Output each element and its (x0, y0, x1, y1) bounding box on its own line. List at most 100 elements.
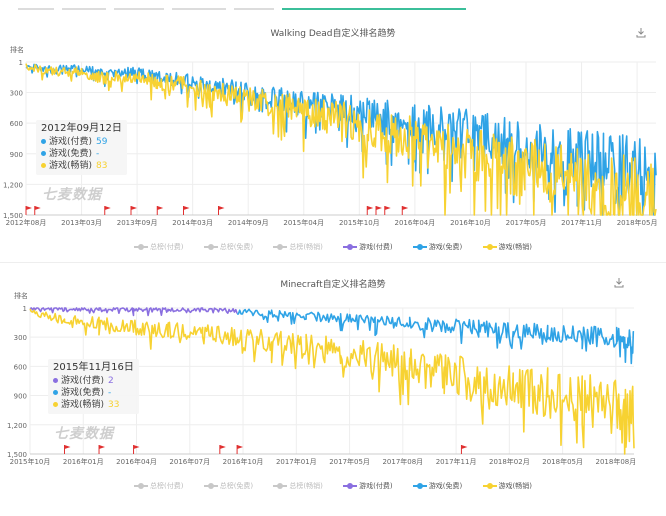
tooltip-value: 33 (108, 400, 120, 410)
flag-icon (98, 445, 106, 454)
x-tick-label: 2018年05月 (542, 457, 583, 466)
y-tick-label: 600 (14, 363, 27, 371)
tooltip-label: 游戏(畅销) (61, 400, 105, 410)
flag-icon (64, 445, 71, 454)
tooltip-label: 游戏(免费) (61, 388, 105, 398)
x-tick-label: 2016年10月 (450, 218, 491, 227)
y-axis-label: 排名 (14, 291, 28, 300)
tooltip-value: - (96, 149, 100, 159)
legend-label: 游戏(畅销) (498, 482, 532, 490)
x-tick-label: 2016年04月 (395, 218, 436, 227)
tab-4[interactable] (172, 8, 226, 10)
tooltip-row-free: 游戏(免费) - (53, 387, 134, 399)
legend-label: 游戏(付费) (359, 482, 393, 490)
flag-icon (375, 206, 382, 215)
chart-title: Walking Dead自定义排名趋势 (270, 29, 396, 39)
legend-item[interactable]: 总榜(免费) (203, 242, 253, 252)
y-axis-label: 排名 (10, 45, 24, 54)
chart-tooltip: 2012年09月12日 游戏(付费) 59 游戏(免费) - 游戏(畅销) 83 (36, 120, 127, 175)
legend-item[interactable]: 游戏(畅销) (482, 481, 532, 491)
flag-icon (218, 206, 225, 215)
series-dot (53, 390, 58, 395)
chart-legend: 总榜(付费) 总榜(免费) 总榜(畅销) 游戏(付费) 游戏(免费) 游戏(畅销… (0, 242, 666, 252)
legend-item[interactable]: 总榜(付费) (134, 481, 183, 491)
tooltip-label: 游戏(付费) (61, 376, 105, 386)
legend-label: 总榜(付费) (150, 243, 184, 251)
legend-label: 游戏(付费) (359, 243, 393, 251)
tab-1[interactable] (18, 8, 54, 10)
tooltip-value: 83 (96, 161, 108, 171)
tooltip-date: 2015年11月16日 (53, 362, 134, 373)
chart-legend: 总榜(付费) 总榜(免费) 总榜(畅销) 游戏(付费) 游戏(免费) 游戏(畅销… (0, 481, 666, 491)
flag-icon (460, 445, 468, 454)
tooltip-date: 2012年09月12日 (41, 123, 122, 134)
series-dot (53, 402, 58, 407)
chart-panel-walking-dead: Walking Dead自定义排名趋势 1 300 600 900 1,200 1,500… (0, 12, 666, 258)
y-tick-label: 300 (14, 334, 27, 342)
x-tick-label: 2017年11月 (436, 457, 477, 466)
x-tick-label: 2017年08月 (382, 457, 423, 466)
legend-item[interactable]: 总榜(付费) (134, 242, 183, 252)
series-line (25, 63, 657, 216)
flag-icon (104, 206, 111, 215)
download-icon[interactable] (614, 277, 624, 288)
x-tick-label: 2018年08月 (596, 457, 637, 466)
flag-shape (461, 445, 468, 449)
flag-icon (366, 206, 374, 215)
y-tick-label: 1,500 (3, 212, 23, 220)
legend-item[interactable]: 游戏(免费) (412, 242, 462, 252)
y-tick-label: 1,200 (7, 422, 27, 430)
legend-item[interactable]: 总榜(畅销) (273, 242, 323, 252)
legend-item[interactable]: 游戏(付费) (343, 481, 393, 491)
chart-panel-minecraft: Minecraft自定义排名趋势 1 300 600 900 1,200 1,500 排名 2… (0, 262, 666, 516)
x-tick-label: 2017年11月 (561, 218, 602, 227)
tooltip-row-free: 游戏(免费) - (41, 148, 122, 160)
y-tick-label: 300 (10, 90, 23, 98)
x-tick-label: 2014年03月 (172, 218, 213, 227)
legend-item[interactable]: 游戏(免费) (412, 481, 463, 491)
flag-shape (34, 206, 41, 210)
flag-icon (236, 445, 244, 454)
flag-icon (130, 206, 137, 215)
flag-shape (367, 206, 374, 210)
legend-item[interactable]: 总榜(畅销) (273, 481, 323, 491)
download-icon[interactable] (636, 27, 646, 38)
tab-3[interactable] (114, 8, 164, 10)
y-tick-label: 1 (19, 59, 23, 67)
flag-shape (104, 206, 111, 210)
x-tick-label: 2017年05月 (329, 457, 370, 466)
legend-item[interactable]: 游戏(付费) (343, 242, 393, 252)
tooltip-value: - (108, 388, 112, 398)
y-tick-label: 1,200 (3, 181, 23, 189)
legend-item[interactable]: 总榜(免费) (203, 481, 253, 491)
legend-item[interactable]: 游戏(畅销) (482, 242, 532, 252)
y-tick-label: 900 (10, 151, 23, 159)
series-line (29, 308, 635, 455)
flag-icon (133, 445, 140, 454)
flag-shape (133, 445, 140, 449)
legend-label: 总榜(付费) (150, 482, 184, 490)
tooltip-label: 游戏(畅销) (49, 161, 93, 171)
line-chart: 1 300 600 900 1,200 1,500 排名 2012年08月 2013年03月 20… (3, 45, 658, 227)
flag-icon (156, 206, 164, 215)
x-tick-label: 2018年02月 (489, 457, 530, 466)
y-tick-label: 1 (23, 305, 27, 313)
series-line (29, 307, 238, 317)
x-tick-label: 2016年07月 (169, 457, 210, 466)
series-dot (41, 139, 46, 144)
y-tick-label: 900 (14, 393, 27, 401)
flag-shape (64, 445, 71, 449)
tab-5[interactable] (234, 8, 274, 10)
flag-shape (157, 206, 164, 210)
tab-2[interactable] (62, 8, 106, 10)
tooltip-row-paid: 游戏(付费) 2 (53, 375, 134, 387)
x-tick-label: 2018年05月 (617, 218, 658, 227)
tooltip-label: 游戏(付费) (49, 137, 93, 147)
tooltip-row-grossing: 游戏(畅销) 33 (53, 399, 134, 411)
x-tick-label: 2015年10月 (10, 457, 51, 466)
legend-label: 游戏(免费) (428, 482, 463, 490)
tab-active[interactable] (282, 8, 466, 10)
flag-icon (384, 206, 391, 215)
tooltip-row-grossing: 游戏(畅销) 83 (41, 160, 122, 172)
x-tick-label: 2013年03月 (61, 218, 102, 227)
